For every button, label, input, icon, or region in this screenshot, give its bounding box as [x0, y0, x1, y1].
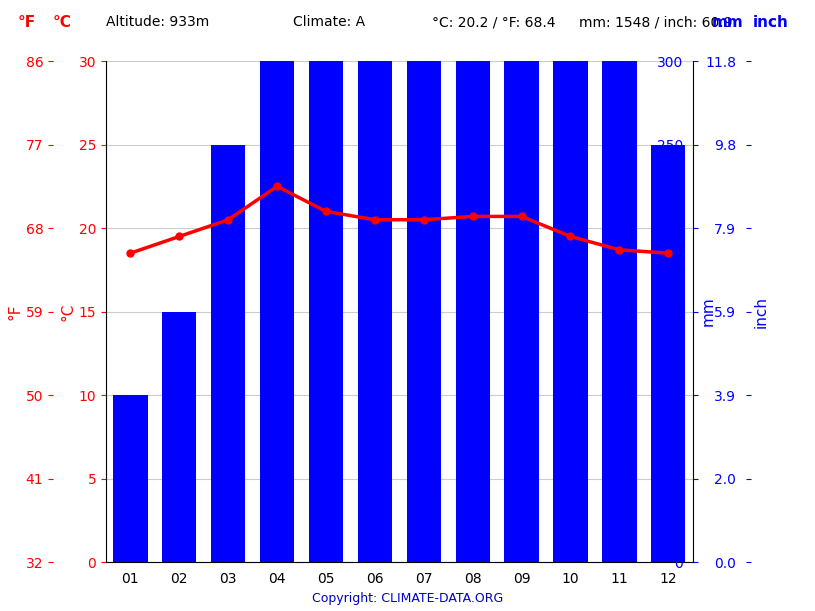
Y-axis label: mm: mm	[700, 297, 716, 326]
Text: Altitude: 933m: Altitude: 933m	[106, 15, 209, 29]
Text: mm: 1548 / inch: 60.9: mm: 1548 / inch: 60.9	[579, 15, 732, 29]
Bar	[211, 145, 245, 562]
Y-axis label: °F: °F	[7, 303, 23, 320]
Y-axis label: °C: °C	[61, 302, 76, 321]
Bar	[553, 0, 588, 562]
Bar	[456, 0, 490, 562]
Text: °F: °F	[18, 15, 36, 31]
Bar	[309, 0, 343, 562]
Bar	[260, 0, 294, 562]
Text: Copyright: CLIMATE-DATA.ORG: Copyright: CLIMATE-DATA.ORG	[312, 592, 503, 605]
Bar	[504, 0, 539, 562]
Bar	[113, 395, 148, 562]
Bar	[651, 145, 685, 562]
Text: mm: mm	[711, 15, 743, 31]
Text: °C: °C	[53, 15, 72, 31]
Bar	[602, 0, 637, 562]
Bar	[358, 0, 392, 562]
Bar	[162, 312, 196, 562]
Bar	[407, 0, 441, 562]
Y-axis label: inch: inch	[753, 296, 769, 327]
Text: Climate: A: Climate: A	[293, 15, 365, 29]
Text: °C: 20.2 / °F: 68.4: °C: 20.2 / °F: 68.4	[432, 15, 556, 29]
Text: inch: inch	[753, 15, 789, 31]
